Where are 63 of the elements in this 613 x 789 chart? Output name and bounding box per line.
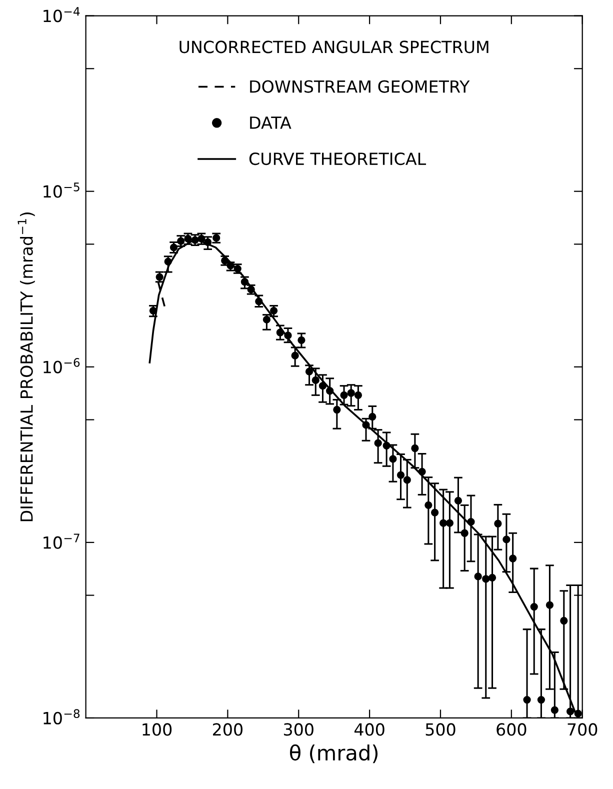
point: [482, 575, 490, 583]
point: [333, 406, 341, 414]
point: [340, 391, 348, 399]
x-tick-label: 500: [426, 723, 456, 736]
point: [382, 442, 390, 450]
point: [403, 476, 411, 484]
point: [276, 328, 284, 336]
point: [298, 336, 306, 344]
point: [291, 352, 299, 360]
point: [312, 376, 320, 384]
point: [530, 602, 538, 611]
point: [411, 444, 419, 452]
point: [374, 439, 382, 447]
legend-label: CURVE THEORETICAL: [249, 152, 426, 166]
legend-label: DOWNSTREAM GEOMETRY: [250, 80, 470, 93]
point: [164, 258, 172, 266]
point: [284, 332, 292, 340]
x-tick-label: 700: [568, 723, 598, 736]
point: [418, 468, 426, 476]
x-tick-label: 300: [284, 723, 314, 736]
x-tick-label: 200: [213, 723, 242, 736]
x-axis-title: θ (mrad): [290, 744, 378, 764]
legend-label: DATA: [250, 116, 292, 129]
x-tick-label: 100: [142, 723, 172, 736]
point: [502, 536, 510, 544]
point: [446, 519, 454, 527]
x-tick-label: 600: [496, 723, 526, 736]
y-tick-label: 10$^{−8}$: [44, 709, 80, 724]
point: [467, 518, 475, 526]
point: [240, 278, 249, 286]
point: [566, 708, 574, 716]
point: [354, 391, 362, 399]
point: [460, 529, 468, 537]
point: [362, 421, 370, 429]
point: [430, 508, 439, 516]
y-tick-label: 10$^{−5}$: [44, 182, 80, 198]
y-axis-title: DIFFERENTIAL PROBABILITY (mrad$^{−1}$): [18, 212, 35, 522]
point: [440, 519, 448, 527]
point: [474, 572, 482, 580]
point: [488, 574, 496, 582]
y-tick-label: 10$^{−7}$: [44, 534, 80, 549]
point: [523, 696, 531, 704]
point: [389, 455, 397, 463]
point: [454, 496, 462, 504]
point: [560, 616, 568, 625]
point: [509, 554, 517, 562]
y-tick-label: 10$^{−4}$: [44, 7, 80, 22]
point: [494, 520, 502, 528]
point: [368, 412, 376, 421]
point: [537, 696, 546, 704]
y-tick-label: 10$^{−6}$: [44, 358, 80, 374]
point: [305, 368, 314, 376]
point: [396, 471, 405, 479]
point: [255, 298, 263, 306]
x-tick-label: 400: [354, 723, 384, 736]
point: [318, 382, 327, 390]
point: [170, 244, 178, 252]
point: [326, 387, 334, 395]
point: [347, 389, 355, 397]
point: [546, 601, 554, 609]
point: [550, 706, 559, 714]
text: UNCORRECTED ANGULAR SPECTRUM: [180, 40, 488, 54]
point: [424, 501, 432, 510]
